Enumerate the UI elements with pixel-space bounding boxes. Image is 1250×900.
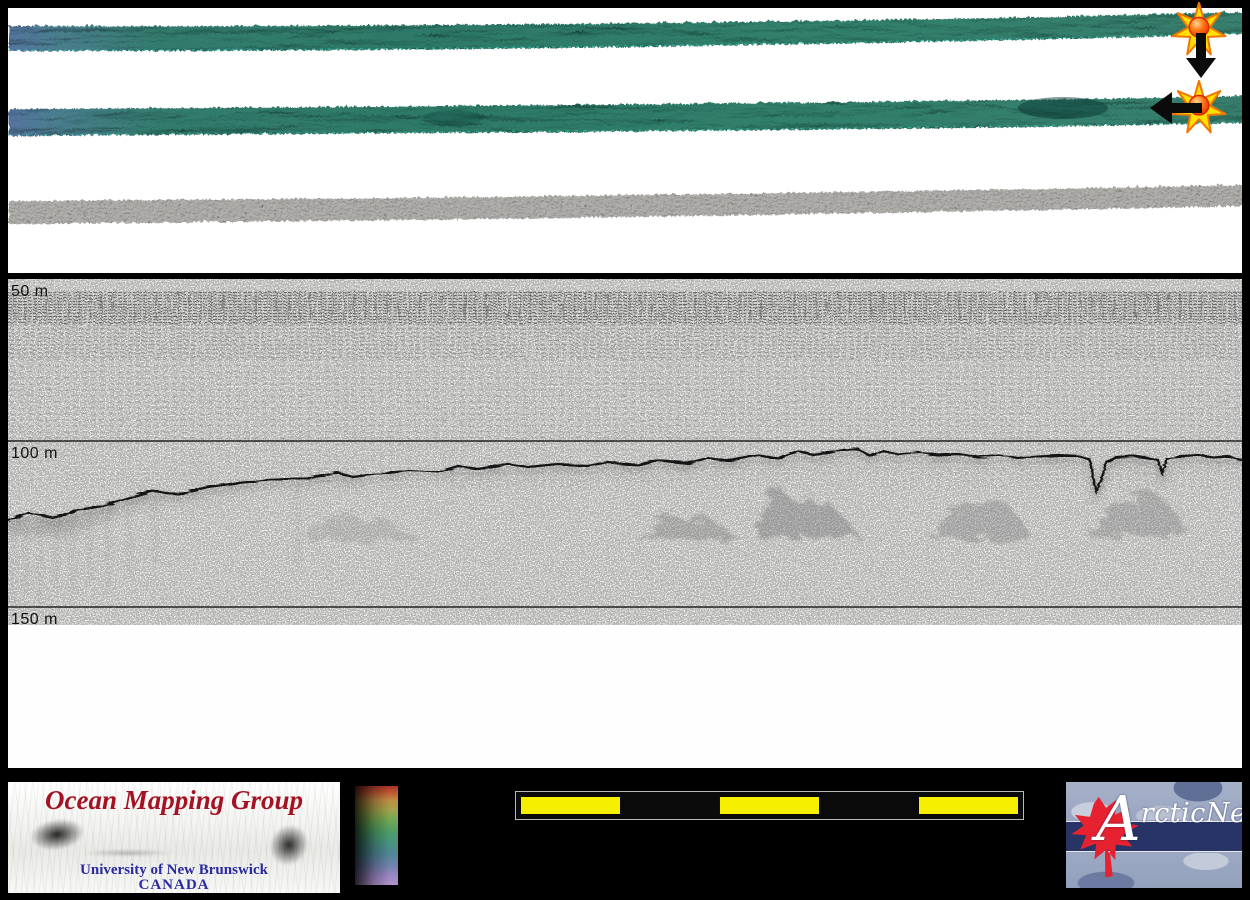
swath-fringe: [8, 32, 1242, 51]
maple-leaf-icon: [1071, 796, 1139, 878]
scale-bar: 10 km: [516, 792, 1023, 862]
omg-subtitle: University of New Brunswick: [80, 862, 268, 878]
legend-label-150m: 150 m: [407, 868, 453, 885]
starburst-icon: [1171, 2, 1227, 56]
echogram: [8, 279, 1242, 768]
scale-segment: [819, 797, 919, 814]
depth-label-100m: 100 m: [11, 445, 58, 462]
scale-segment: [918, 797, 1019, 814]
omg-country: CANADA: [138, 877, 210, 893]
arrow-left-icon: [1150, 92, 1202, 124]
scale-segment: [620, 797, 720, 814]
arrow-down-icon: [1186, 33, 1216, 78]
subbottom-profile-panel: 50 m 100 m 150 m: [8, 279, 1242, 768]
scale-bar-graphic: [516, 792, 1023, 819]
arcticnet-rest: rcticNet: [1140, 798, 1242, 829]
ocean-mapping-group-logo: Ocean Mapping Group University of New Br…: [8, 782, 340, 893]
subbottom-scatter: [308, 488, 1190, 541]
left-flank-streaks: [13, 484, 299, 614]
plan-view-panel: [8, 2, 1242, 273]
scale-segment: [521, 797, 621, 814]
scale-bar-label: 10 km: [734, 830, 805, 858]
echogram-blank: [8, 625, 1242, 768]
bathymetry-swath-2: [8, 95, 1242, 135]
depth-label-150m: 150 m: [11, 611, 58, 628]
legend-label-50m: 50 m: [407, 786, 444, 803]
swath-fringe: [8, 121, 1242, 136]
bathymetry-swath-1: [8, 11, 1242, 51]
arctic-map-band-bottom: [1066, 853, 1242, 888]
swath-dark-patch: [423, 110, 483, 126]
swath-mosaic: [8, 11, 1242, 223]
depth-color-legend: 50 m 150 m: [355, 786, 485, 886]
depth-color-gradient-bar: [355, 786, 398, 885]
depth-label-50m: 50 m: [11, 283, 49, 300]
arcticnet-wordmark: ArcticNet: [1096, 788, 1242, 850]
scale-segment: [719, 797, 820, 814]
swath-dark-patch: [1018, 97, 1108, 119]
logo-sonar-blob: [68, 848, 188, 858]
backscatter-swath-3: [8, 184, 1242, 223]
arcticnet-initial: A: [1096, 782, 1141, 855]
arcticnet-logo: ArcticNet: [1066, 782, 1242, 888]
speckle-noise: [8, 279, 1242, 625]
seafloor-trace: [8, 447, 1242, 531]
omg-title: Ocean Mapping Group: [44, 785, 304, 815]
